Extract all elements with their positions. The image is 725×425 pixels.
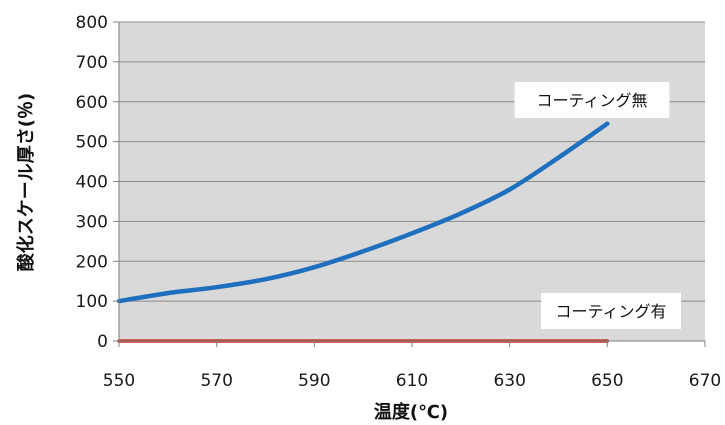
y-tick-label: 200 [76, 252, 108, 272]
series-label: コーティング無 [536, 91, 647, 110]
x-tick-label: 610 [396, 371, 428, 391]
x-tick-label: 570 [200, 371, 232, 391]
x-tick-label: 650 [591, 371, 623, 391]
x-axis-ticks: 550 570 590 610 630 650 670 [103, 340, 721, 391]
x-tick-label: 590 [298, 371, 330, 391]
y-tick-label: 800 [76, 13, 108, 33]
x-tick-label: 630 [493, 371, 525, 391]
x-tick-label: 550 [103, 371, 135, 391]
x-tick-label: 670 [689, 371, 721, 391]
y-tick-label: 400 [76, 173, 108, 193]
x-axis-title: 温度(℃) [374, 401, 448, 423]
y-tick-label: 300 [76, 212, 108, 232]
y-axis-title: 酸化スケール厚さ(％) [15, 93, 37, 271]
y-tick-label: 600 [76, 93, 108, 113]
y-tick-label: 100 [76, 292, 108, 312]
series-line [116, 121, 610, 304]
series-label-box [514, 82, 670, 118]
y-tick-label: 0 [97, 332, 108, 352]
series-label-box [541, 293, 681, 329]
y-tick-label: 700 [76, 53, 108, 73]
y-axis-ticks: 0 100 200 300 400 500 600 700 800 [76, 13, 120, 352]
y-tick-label: 500 [76, 133, 108, 153]
series-label: コーティング有 [555, 302, 666, 321]
